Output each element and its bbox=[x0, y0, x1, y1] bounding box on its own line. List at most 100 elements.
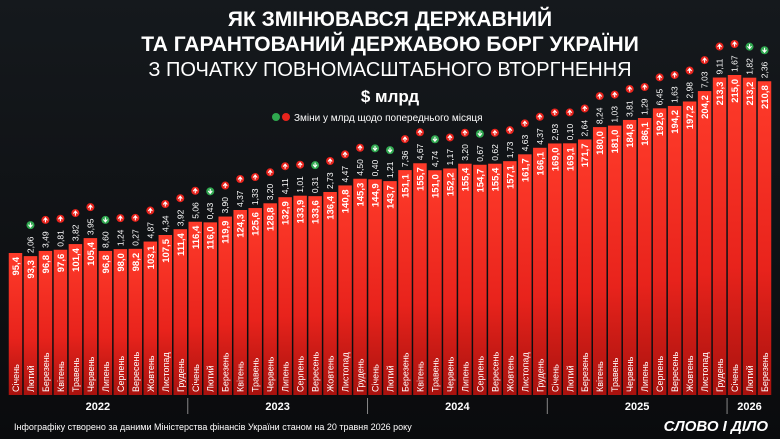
value-label: 103,1 bbox=[146, 245, 157, 269]
bar bbox=[143, 241, 158, 395]
x-tick-label: Січень bbox=[730, 364, 740, 392]
x-tick-label: Квітень bbox=[415, 361, 425, 392]
change-label: 0,81 bbox=[55, 230, 65, 247]
x-tick-label: Травень bbox=[71, 357, 81, 392]
value-label: 155,4 bbox=[490, 167, 501, 191]
bar bbox=[757, 81, 772, 395]
x-tick-label: Травень bbox=[610, 357, 620, 392]
change-arrow bbox=[237, 176, 243, 182]
change-label: 0,62 bbox=[490, 144, 500, 161]
x-tick-label: Лютий bbox=[386, 365, 396, 392]
change-arrow bbox=[642, 84, 648, 90]
value-label: 210,8 bbox=[760, 85, 771, 109]
value-label: 181,0 bbox=[610, 130, 621, 154]
bar bbox=[548, 143, 562, 395]
x-tick-label: Березень bbox=[580, 352, 590, 392]
x-tick-label: Листопад bbox=[341, 352, 351, 392]
x-tick-label: Вересень bbox=[670, 352, 680, 392]
bar bbox=[473, 164, 487, 395]
title-line: З ПОЧАТКУ ПОВНОМАСШТАБНОГО ВТОРГНЕННЯ bbox=[148, 59, 631, 81]
bar bbox=[353, 178, 367, 395]
bar bbox=[697, 91, 712, 396]
value-label: 133,6 bbox=[311, 200, 322, 224]
change-arrow bbox=[43, 217, 48, 223]
value-label: 111,4 bbox=[176, 232, 187, 255]
bar bbox=[742, 77, 757, 395]
bar bbox=[308, 196, 322, 395]
change-arrow bbox=[492, 129, 498, 136]
bar bbox=[338, 185, 352, 395]
legend-text: Зміни у млрд щодо попереднього місяця bbox=[294, 113, 483, 124]
change-label: 4,87 bbox=[145, 222, 155, 239]
change-arrow bbox=[597, 93, 603, 99]
change-label: 9,11 bbox=[715, 58, 725, 74]
x-tick-label: Травень bbox=[430, 357, 440, 392]
x-tick-label: Січень bbox=[550, 364, 560, 392]
bar bbox=[652, 108, 667, 395]
change-arrow bbox=[582, 105, 588, 111]
value-label: 93,3 bbox=[26, 260, 37, 279]
value-label: 155,7 bbox=[415, 167, 426, 191]
value-label: 95,4 bbox=[11, 256, 22, 275]
change-arrow bbox=[117, 215, 123, 221]
change-arrow bbox=[417, 129, 423, 135]
x-tick-label: Січень bbox=[11, 364, 21, 392]
bar bbox=[503, 161, 517, 395]
value-label: 192,6 bbox=[655, 112, 666, 136]
change-arrow bbox=[567, 109, 573, 115]
value-label: 213,2 bbox=[745, 82, 756, 106]
logo: СЛОВО І ДІЛО bbox=[664, 418, 769, 435]
value-label: 194,2 bbox=[670, 110, 681, 134]
change-label: 8,60 bbox=[100, 231, 110, 248]
value-label: 204,2 bbox=[700, 95, 711, 119]
change-arrow bbox=[297, 161, 303, 168]
year-label: 2023 bbox=[265, 401, 289, 413]
x-tick-label: Вересень bbox=[490, 352, 500, 392]
x-tick-label: Січень bbox=[191, 364, 201, 392]
bar bbox=[727, 75, 742, 395]
change-label: 7,03 bbox=[700, 71, 710, 88]
change-label: 6,45 bbox=[655, 89, 665, 106]
legend-icon-up bbox=[282, 113, 290, 121]
source: Інфографіку створено за даними Міністерс… bbox=[14, 422, 412, 432]
value-label: 119,9 bbox=[221, 221, 232, 244]
change-arrow bbox=[177, 195, 183, 201]
bar bbox=[158, 235, 173, 395]
change-label: 4,11 bbox=[280, 178, 290, 194]
year-label: 2024 bbox=[445, 401, 470, 413]
value-label: 101,4 bbox=[71, 247, 82, 271]
value-label: 140,8 bbox=[341, 189, 352, 213]
change-label: 2,98 bbox=[685, 82, 695, 99]
x-tick-label: Січень bbox=[371, 364, 381, 392]
value-label: 151,0 bbox=[430, 174, 441, 198]
x-tick-label: Серпень bbox=[475, 356, 485, 392]
bar bbox=[458, 163, 472, 395]
change-label: 7,36 bbox=[400, 150, 410, 167]
change-arrow bbox=[327, 158, 333, 164]
change-arrow bbox=[372, 145, 378, 152]
change-arrow bbox=[132, 214, 138, 221]
value-label: 166,1 bbox=[535, 151, 546, 175]
x-tick-label: Листопад bbox=[700, 352, 710, 392]
change-label: 2,36 bbox=[760, 61, 770, 78]
bar bbox=[368, 179, 382, 395]
change-label: 1,63 bbox=[670, 86, 680, 103]
year-label: 2022 bbox=[86, 401, 110, 413]
change-arrow bbox=[192, 187, 198, 194]
x-tick-label: Грудень bbox=[535, 358, 545, 392]
x-tick-label: Липень bbox=[101, 361, 111, 392]
change-label: 1,24 bbox=[115, 229, 125, 246]
x-tick-label: Березень bbox=[760, 352, 770, 392]
change-arrow bbox=[222, 182, 228, 189]
legend-icon-down bbox=[272, 113, 280, 121]
x-tick-label: Березень bbox=[400, 352, 410, 392]
value-label: 169,1 bbox=[565, 147, 576, 171]
change-arrow bbox=[447, 134, 453, 140]
x-tick-label: Вересень bbox=[131, 352, 141, 392]
change-arrow bbox=[28, 222, 33, 229]
bar bbox=[128, 248, 143, 395]
change-label: 0,10 bbox=[565, 124, 575, 141]
change-label: 0,31 bbox=[310, 176, 320, 193]
x-tick-label: Жовтень bbox=[326, 355, 336, 392]
change-label: 3,90 bbox=[220, 197, 230, 214]
